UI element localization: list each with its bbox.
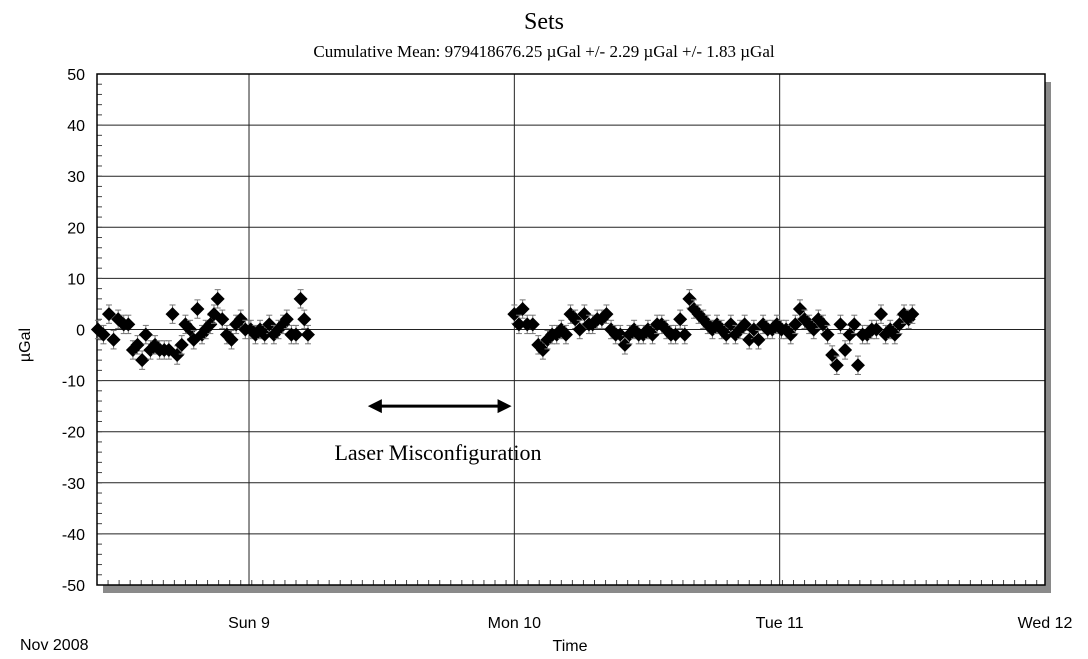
data-point: [288, 327, 303, 342]
data-point: [905, 307, 920, 322]
y-axis-label: µGal: [17, 328, 34, 362]
y-tick-label: -40: [62, 527, 85, 544]
data-point: [577, 307, 592, 322]
chart-title: Sets: [524, 9, 564, 35]
data-point: [617, 337, 632, 352]
data-point: [820, 327, 835, 342]
data-point: [746, 322, 761, 337]
y-tick-label: 0: [76, 323, 85, 340]
data-point: [874, 307, 889, 322]
data-point: [174, 337, 189, 352]
data-point: [751, 332, 766, 347]
data-point: [677, 327, 692, 342]
data-point: [300, 327, 315, 342]
data-point: [645, 327, 660, 342]
data-point: [96, 327, 111, 342]
data-point: [815, 317, 830, 332]
data-point: [833, 317, 848, 332]
data-point: [825, 348, 840, 363]
data-point: [783, 327, 798, 342]
data-point: [297, 312, 312, 327]
y-tick-label: 10: [67, 271, 85, 288]
data-point: [850, 358, 865, 373]
y-tick-label: 50: [67, 67, 85, 84]
data-point: [788, 317, 803, 332]
x-tick-label: Sun 9: [228, 615, 270, 632]
annotation-arrow-left-head: [367, 399, 382, 414]
data-point: [892, 317, 907, 332]
data-point: [737, 317, 752, 332]
data-point: [121, 317, 136, 332]
data-point: [673, 312, 688, 327]
y-tick-label: -20: [62, 425, 85, 442]
data-point: [233, 312, 248, 327]
data-point: [130, 337, 145, 352]
data-point: [224, 332, 239, 347]
y-tick-label: 40: [67, 118, 85, 135]
data-point: [842, 327, 857, 342]
data-point: [806, 322, 821, 337]
data-point: [262, 317, 277, 332]
data-point: [682, 291, 697, 306]
data-point: [511, 317, 526, 332]
data-point: [599, 307, 614, 322]
data-point: [138, 327, 153, 342]
y-tick-label: 30: [67, 169, 85, 186]
data-point: [170, 348, 185, 363]
data-point: [829, 358, 844, 373]
x-tick-label: Mon 10: [488, 615, 541, 632]
data-point: [792, 302, 807, 317]
data-point: [558, 327, 573, 342]
y-tick-label: 20: [67, 220, 85, 237]
data-point: [847, 317, 862, 332]
y-tick-label: -50: [62, 578, 85, 595]
x-axis-label: Time: [553, 638, 588, 655]
y-tick-label: -30: [62, 476, 85, 493]
data-point: [719, 327, 734, 342]
data-point: [535, 342, 550, 357]
data-point: [101, 307, 116, 322]
data-point: [106, 332, 121, 347]
data-point: [869, 322, 884, 337]
data-point: [887, 327, 902, 342]
data-point: [293, 291, 308, 306]
data-point: [279, 312, 294, 327]
chart-subtitle: Cumulative Mean: 979418676.25 µGal +/- 2…: [313, 42, 774, 61]
data-point: [668, 327, 683, 342]
data-point: [515, 302, 530, 317]
data-point: [257, 327, 272, 342]
data-point: [525, 317, 540, 332]
data-point: [742, 332, 757, 347]
date-label: Nov 2008: [20, 637, 89, 654]
data-point: [135, 353, 150, 368]
data-point: [838, 342, 853, 357]
data-point: [572, 322, 587, 337]
data-point: [190, 302, 205, 317]
data-point: [723, 317, 738, 332]
annotation-arrow-right-head: [497, 399, 512, 414]
data-point: [613, 327, 628, 342]
data-point: [165, 307, 180, 322]
data-point: [568, 312, 583, 327]
annotation-text: Laser Misconfiguration: [334, 440, 541, 465]
x-tick-label: Tue 11: [756, 615, 804, 632]
y-tick-label: -10: [62, 374, 85, 391]
data-point: [215, 312, 230, 327]
plot-area: Sun 9 Mon 10 Tue 11 Wed 12 50 40 30 20 10 0 -10 -20…: [62, 67, 1073, 632]
data-point: [210, 291, 225, 306]
x-tick-label: Wed 12: [1018, 615, 1073, 632]
